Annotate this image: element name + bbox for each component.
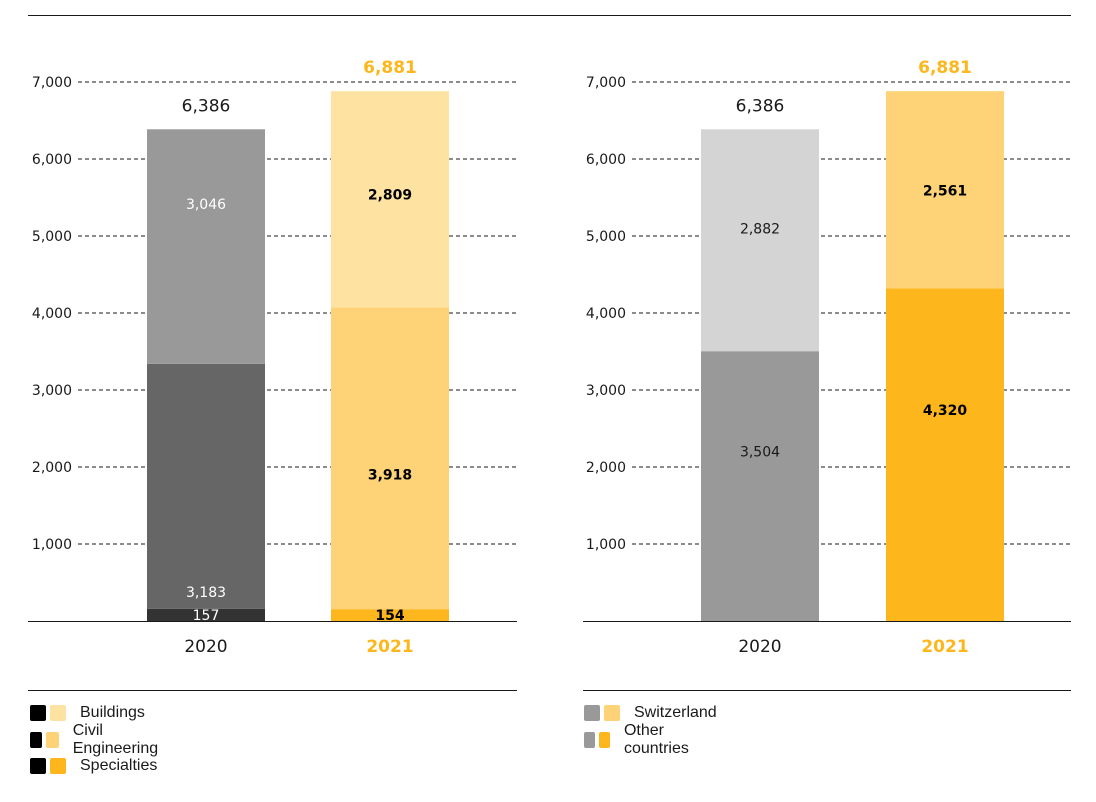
legend-label: Specialties [80, 757, 158, 774]
total-value-label: 6,881 [363, 58, 417, 78]
y-tick-label: 5,000 [586, 229, 626, 245]
bar-segment-buildings-2020 [147, 129, 265, 364]
y-tick-label: 7,000 [586, 75, 626, 91]
legend-item: Specialties [30, 757, 157, 775]
legend-swatch-2020 [30, 705, 46, 721]
bar-segment-other-countries-2021 [886, 288, 1004, 621]
top-rule [28, 15, 1071, 16]
segment-value-label: 4,320 [923, 403, 968, 419]
y-tick-label: 5,000 [32, 229, 72, 245]
legend-swatch-2021 [598, 731, 610, 748]
segment-value-label: 2,809 [368, 187, 412, 203]
y-tick-label: 6,000 [32, 152, 72, 168]
legend-swatch-2021 [46, 731, 59, 748]
segment-value-label: 154 [375, 608, 404, 624]
segment-value-label: 3,504 [740, 444, 780, 460]
chart-by-region: 1,000 2,000 3,000 4,000 5,000 6,000 7,000 3,504… [583, 58, 1071, 657]
legend-swatch-2020 [30, 758, 46, 774]
legend-item: Other countries [584, 722, 699, 757]
legend-item: Civil Engineering [30, 722, 165, 757]
legend-label: Buildings [80, 704, 145, 721]
bar-segment-switzerland-2021 [886, 91, 1004, 289]
x-category-label: 2020 [738, 637, 781, 657]
y-tick-label: 6,000 [586, 152, 626, 168]
y-tick-label: 7,000 [32, 75, 72, 91]
bar-segment-other-countries-2020 [701, 351, 819, 621]
segment-value-label: 3,918 [368, 467, 412, 483]
chart-by-division: 1,000 2,000 3,000 4,000 5,000 6,000 7,000 157 3,… [28, 58, 517, 657]
y-tick-label: 3,000 [32, 383, 72, 399]
x-category-label: 2021 [366, 637, 413, 657]
legend-item: Switzerland [584, 704, 717, 722]
y-tick-label: 3,000 [586, 383, 626, 399]
bar-segment-specialties-2021 [331, 609, 449, 621]
segment-value-label: 157 [193, 608, 220, 624]
y-tick-label: 2,000 [32, 460, 72, 476]
legend-label: Switzerland [634, 704, 717, 721]
legend-swatch-2020 [584, 705, 600, 721]
legend-swatch-2021 [50, 758, 66, 774]
y-tick-label: 1,000 [586, 537, 626, 553]
bar-segment-civil-engineering-2021 [331, 307, 449, 610]
x-category-label: 2021 [921, 637, 968, 657]
legend-rule [583, 690, 1071, 691]
segment-value-label: 2,561 [923, 184, 967, 200]
y-tick-label: 4,000 [586, 306, 626, 322]
legend-swatch-2020 [30, 731, 43, 748]
y-tick-label: 4,000 [32, 306, 72, 322]
y-tick-label: 1,000 [32, 537, 72, 553]
legend-item: Buildings [30, 704, 145, 722]
segment-value-label: 3,046 [186, 197, 226, 213]
total-value-label: 6,881 [918, 58, 972, 78]
total-value-label: 6,386 [182, 96, 231, 116]
total-value-label: 6,386 [736, 96, 785, 116]
bar-segment-specialties-2020 [147, 608, 265, 621]
legend-swatch-2021 [604, 705, 620, 721]
bar-segment-civil-engineering-2020 [147, 363, 265, 609]
y-tick-label: 2,000 [586, 460, 626, 476]
legend-swatch-2020 [584, 731, 595, 748]
bar-segment-switzerland-2020 [701, 129, 819, 352]
segment-value-label: 2,882 [740, 222, 780, 238]
legend-label: Other countries [623, 721, 689, 757]
x-category-label: 2020 [184, 637, 227, 657]
legend-label: Civil Engineering [72, 721, 159, 757]
legend-rule [28, 690, 517, 691]
legend-swatch-2021 [50, 705, 66, 721]
segment-value-label: 3,183 [186, 585, 226, 601]
bar-segment-buildings-2021 [331, 91, 449, 308]
